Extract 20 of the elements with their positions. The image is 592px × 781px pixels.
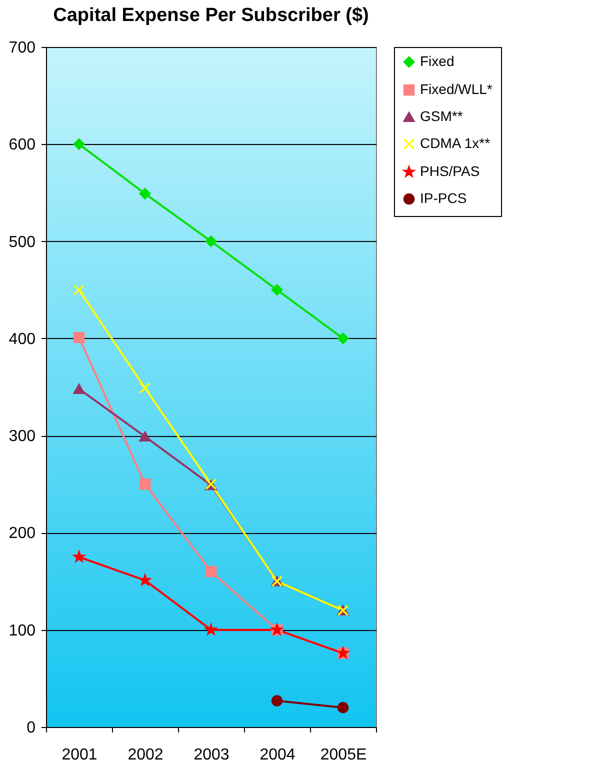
y-tick-label: 400 (8, 330, 36, 348)
y-tick-label: 0 (26, 720, 36, 736)
legend-label: PHS/PAS (420, 163, 480, 179)
chart-title: Capital Expense Per Subscriber ($) (53, 5, 369, 26)
legend-label: Fixed (420, 53, 454, 69)
legend-label: CDMA 1x** (420, 135, 491, 151)
y-tick-label: 100 (8, 622, 36, 640)
y-tick-label: 700 (8, 40, 36, 56)
y-tick-label: 200 (8, 525, 36, 542)
x-tick-label: 2002 (128, 746, 164, 764)
y-tick-label: 500 (8, 234, 36, 251)
y-tick-label: 600 (8, 136, 36, 154)
legend-label: GSM** (420, 108, 464, 124)
legend-label: IP-PCS (420, 190, 467, 206)
x-tick-label: 2005E (320, 746, 367, 764)
x-tick-label: 2003 (194, 746, 230, 764)
x-tick-label: 2004 (260, 746, 296, 764)
legend-label: Fixed/WLL* (420, 81, 493, 97)
y-tick-label: 300 (8, 428, 36, 446)
x-tick-label: 2001 (62, 746, 98, 764)
